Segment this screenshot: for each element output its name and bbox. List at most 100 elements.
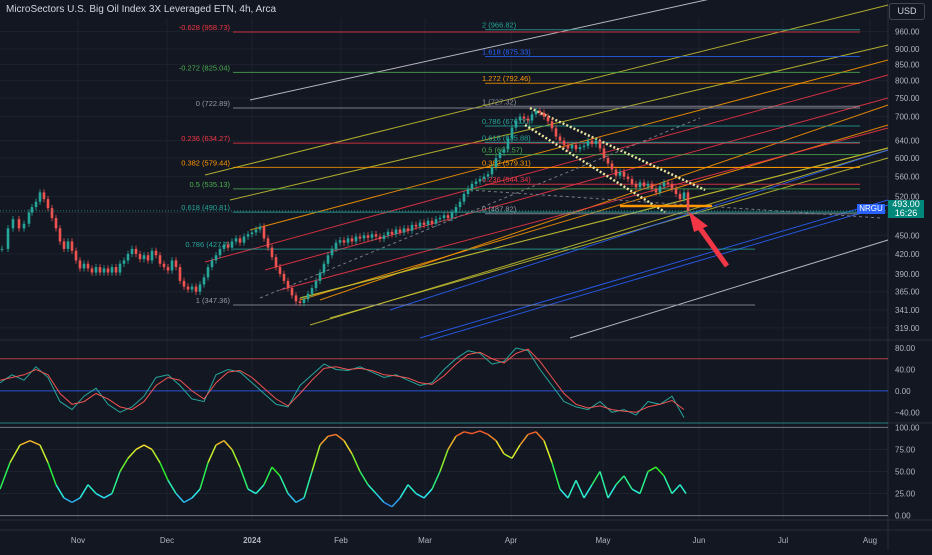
x-tick-label: Mar	[418, 536, 432, 545]
y-tick-label: 600.00	[895, 154, 920, 163]
osc2-segment	[535, 431, 545, 442]
osc1-series-line	[0, 348, 685, 413]
candle-body	[170, 260, 174, 271]
candle-body	[466, 188, 470, 194]
osc2-segment	[207, 444, 217, 463]
currency-button[interactable]: USD	[889, 3, 925, 20]
osc2-segment	[671, 484, 681, 495]
osc2-segment	[47, 462, 57, 485]
channel-line	[429, 204, 889, 341]
candle-body	[22, 223, 26, 229]
candle-body	[566, 144, 570, 149]
candle-body	[142, 255, 146, 260]
candle-body	[462, 193, 466, 202]
osc2-segment	[639, 471, 649, 494]
y-tick-label: 960.00	[895, 28, 920, 37]
candle-body	[218, 248, 222, 256]
osc2-segment	[303, 471, 313, 499]
candle-body	[442, 215, 446, 219]
candle-body	[346, 238, 350, 243]
candle-body	[570, 144, 574, 149]
fib-level-label: 1.618 (875.33)	[482, 47, 531, 56]
x-tick-label: 2024	[243, 536, 261, 545]
fib-level-label: 0.382 (579.44)	[181, 158, 230, 167]
osc2-segment	[359, 471, 369, 486]
y-tick-label: 850.00	[895, 60, 920, 69]
fib-level-label: 0.786 (676.00)	[482, 117, 531, 126]
candle-body	[270, 247, 274, 258]
candle-body	[30, 207, 34, 213]
osc2-segment	[143, 444, 153, 451]
candle-body	[290, 288, 294, 296]
candle-body	[310, 288, 314, 294]
dashed-projection	[469, 189, 881, 219]
candle-body	[658, 186, 662, 193]
osc2-segment	[679, 484, 687, 494]
osc2-segment	[127, 448, 137, 459]
osc2-segment	[655, 466, 665, 477]
bar-countdown: 16:26	[894, 208, 918, 218]
osc2-segment	[103, 492, 113, 499]
candle-body	[342, 240, 346, 243]
last-price-tag: 493.00 16:26	[888, 200, 924, 218]
candle-body	[422, 222, 426, 225]
fib-level-label: -0.272 (825.04)	[179, 63, 231, 72]
y-tick-label: 560.00	[895, 173, 920, 182]
osc2-y-tick-label: 75.00	[895, 445, 916, 454]
candle-body	[190, 286, 194, 290]
fib-level-label: 0.5 (607.57)	[482, 146, 523, 155]
osc1-series-line	[0, 347, 685, 418]
candle-body	[406, 228, 410, 231]
desc-channel-bottom	[524, 123, 666, 214]
candle-body	[362, 235, 366, 239]
candle-body	[662, 182, 666, 187]
y-tick-label: 640.00	[895, 137, 920, 146]
osc2-segment	[351, 453, 361, 472]
osc2-segment	[279, 475, 289, 494]
candle-body	[554, 128, 558, 137]
candle-body	[518, 116, 522, 121]
osc2-segment	[87, 484, 97, 495]
candle-body	[410, 224, 414, 231]
osc2-segment	[423, 488, 433, 499]
x-tick-label: Jul	[778, 536, 788, 545]
candle-body	[438, 218, 442, 220]
osc2-segment	[239, 466, 249, 490]
osc2-segment	[159, 462, 169, 481]
candle-body	[238, 238, 242, 243]
osc2-segment	[527, 431, 537, 436]
osc2-segment	[271, 466, 281, 477]
candle-body	[294, 295, 298, 302]
candle-body	[46, 199, 50, 209]
x-tick-label: Nov	[71, 536, 85, 545]
osc2-segment	[399, 484, 409, 499]
fib-level-label: 0.236 (634.27)	[181, 134, 230, 143]
candle-body	[214, 255, 218, 261]
candle-body	[134, 248, 138, 254]
osc2-y-tick-label: 100.00	[895, 423, 920, 432]
osc2-segment	[175, 493, 185, 503]
candle-body	[426, 220, 430, 225]
x-tick-label: May	[595, 536, 610, 545]
candle-body	[230, 241, 234, 248]
candle-body	[498, 152, 502, 159]
candle-body	[322, 263, 326, 273]
y-tick-label: 390.00	[895, 270, 920, 279]
candle-body	[314, 280, 318, 289]
osc2-segment	[215, 439, 225, 446]
fib-level-label: 0.786 (427.7)	[185, 240, 230, 249]
candle-body	[494, 158, 498, 168]
osc2-segment	[591, 471, 601, 486]
candle-body	[542, 112, 546, 117]
osc2-segment	[663, 475, 673, 494]
osc2-segment	[631, 488, 641, 495]
osc1-y-tick-label: 80.00	[895, 344, 916, 353]
candle-body	[202, 277, 206, 285]
candle-body	[174, 260, 178, 268]
candle-body	[562, 140, 566, 145]
y-tick-label: 450.00	[895, 231, 920, 240]
osc2-segment	[263, 466, 273, 486]
candle-body	[330, 248, 334, 256]
symbol-tag: NRGU	[857, 204, 885, 214]
candle-body	[90, 268, 94, 273]
